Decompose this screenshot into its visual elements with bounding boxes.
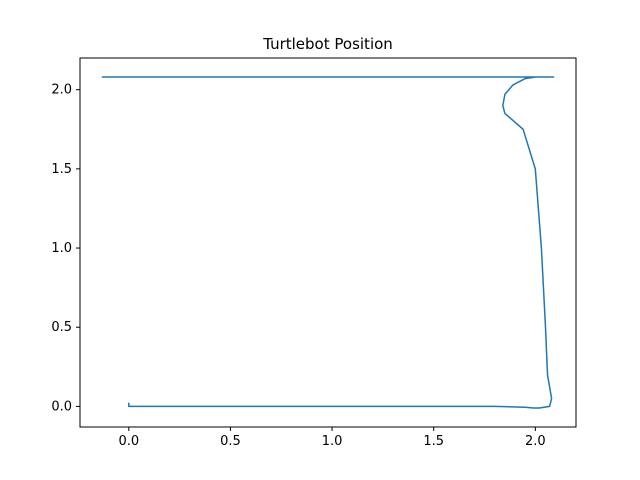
x-tick-label: 0.5	[220, 434, 241, 449]
y-tick-label: 1.0	[51, 241, 72, 256]
y-tick-label: 1.5	[51, 162, 72, 177]
x-tick-label: 0.0	[118, 434, 139, 449]
y-tick-label: 2.0	[51, 83, 72, 98]
y-tick-label: 0.5	[51, 320, 72, 335]
plot-area	[101, 76, 555, 409]
x-tick-label: 1.5	[423, 434, 444, 449]
chart-title: Turtlebot Position	[262, 35, 393, 53]
trajectory-line-0	[101, 76, 555, 409]
x-axis: 0.0 0.5 1.0 1.5 2.0	[118, 427, 546, 449]
axes-frame	[79, 57, 577, 428]
x-tick-label: 2.0	[525, 434, 546, 449]
y-tick-label: 0.0	[51, 399, 72, 414]
x-tick-label: 1.0	[322, 434, 343, 449]
y-axis: 0.0 0.5 1.0 1.5 2.0	[51, 83, 80, 414]
